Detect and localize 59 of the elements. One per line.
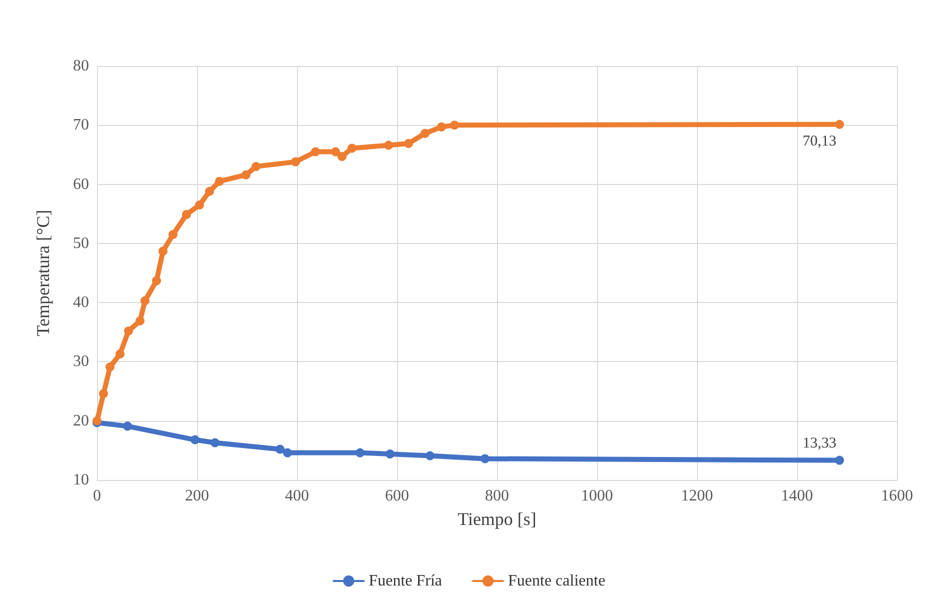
point xyxy=(420,128,430,138)
point xyxy=(384,140,393,150)
x-tick-label: 0 xyxy=(93,488,101,504)
point xyxy=(106,362,114,372)
point xyxy=(124,326,133,336)
point xyxy=(480,454,490,464)
point xyxy=(311,147,320,156)
point xyxy=(404,138,413,148)
point xyxy=(283,448,292,458)
point xyxy=(195,200,204,210)
y-tick-label: 40 xyxy=(73,294,89,312)
point xyxy=(210,438,220,448)
point xyxy=(835,120,844,129)
point xyxy=(291,157,300,166)
x-axis-title: Tiempo [s] xyxy=(458,509,536,529)
x-tick-label: 1200 xyxy=(681,488,713,504)
x-tick-label: 600 xyxy=(385,488,409,504)
x-tick-label: 1400 xyxy=(781,488,813,504)
point xyxy=(356,448,364,458)
point xyxy=(835,456,844,465)
point xyxy=(205,186,214,196)
point xyxy=(136,316,144,326)
point xyxy=(348,144,356,153)
point xyxy=(450,120,459,130)
point xyxy=(242,170,250,180)
point xyxy=(338,152,346,161)
point xyxy=(426,451,434,460)
point xyxy=(190,435,200,444)
point xyxy=(116,350,124,359)
data-label: 70,13 xyxy=(802,133,836,150)
point xyxy=(168,230,178,240)
point xyxy=(386,449,394,458)
point xyxy=(182,210,191,219)
y-tick-label: 10 xyxy=(73,472,89,488)
point xyxy=(252,162,260,172)
y-tick-label: 60 xyxy=(73,176,89,193)
y-tick-label: 80 xyxy=(73,58,89,74)
data-label: 13,33 xyxy=(802,435,836,452)
x-tick-label: 400 xyxy=(285,488,309,504)
point xyxy=(331,147,340,156)
y-tick-label: 50 xyxy=(73,234,89,252)
y-tick-label: 70 xyxy=(73,116,89,134)
point xyxy=(158,246,168,256)
y-tick-label: 30 xyxy=(73,353,89,370)
point xyxy=(276,444,284,454)
x-tick-label: 1600 xyxy=(881,488,913,504)
point xyxy=(123,422,132,431)
point xyxy=(99,389,108,398)
legend-label: Fuente Fría xyxy=(368,572,442,590)
x-tick-label: 1000 xyxy=(581,488,613,504)
x-tick-label: 800 xyxy=(485,488,509,504)
point xyxy=(437,122,446,132)
legend-label: Fuente caliente xyxy=(508,572,606,590)
y-axis-title: Temperatura [°C] xyxy=(33,210,53,336)
point xyxy=(140,296,150,306)
point xyxy=(152,276,161,286)
point xyxy=(215,176,224,186)
x-tick-label: 200 xyxy=(185,488,209,504)
y-tick-label: 20 xyxy=(73,412,89,430)
